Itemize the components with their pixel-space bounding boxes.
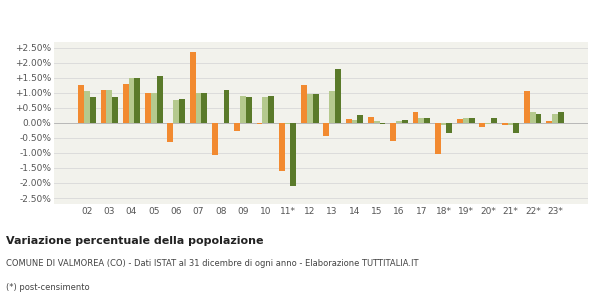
Bar xyxy=(84,92,90,123)
Bar xyxy=(202,93,207,123)
Bar xyxy=(151,93,157,123)
Bar xyxy=(547,122,552,123)
Bar xyxy=(491,118,497,123)
Bar xyxy=(463,118,469,123)
Bar xyxy=(179,99,185,123)
Bar xyxy=(435,123,440,154)
Bar xyxy=(268,96,274,123)
Bar xyxy=(196,93,202,123)
Bar xyxy=(290,123,296,186)
Bar xyxy=(358,115,363,123)
Bar xyxy=(224,90,229,123)
Bar xyxy=(145,93,151,123)
Bar xyxy=(391,123,396,141)
Bar xyxy=(380,123,385,124)
Bar xyxy=(134,78,140,123)
Bar xyxy=(508,123,514,125)
Bar xyxy=(307,94,313,123)
Bar xyxy=(514,123,519,134)
Bar xyxy=(396,121,402,123)
Bar xyxy=(374,122,380,123)
Bar xyxy=(212,123,218,155)
Bar xyxy=(530,112,536,123)
Bar xyxy=(524,92,530,123)
Bar xyxy=(346,119,352,123)
Bar xyxy=(262,98,268,123)
Bar xyxy=(323,123,329,136)
Bar xyxy=(112,98,118,123)
Bar xyxy=(552,114,558,123)
Bar xyxy=(157,76,163,123)
Bar xyxy=(167,123,173,142)
Bar xyxy=(457,119,463,123)
Bar xyxy=(301,85,307,123)
Bar xyxy=(440,123,446,125)
Bar xyxy=(246,98,251,123)
Bar xyxy=(190,52,196,123)
Bar xyxy=(479,123,485,127)
Bar xyxy=(240,96,246,123)
Bar xyxy=(128,78,134,123)
Bar xyxy=(279,123,284,171)
Bar xyxy=(352,120,358,123)
Bar xyxy=(335,69,341,123)
Text: (*) post-censimento: (*) post-censimento xyxy=(6,284,89,292)
Bar xyxy=(234,123,240,131)
Bar xyxy=(101,90,106,123)
Bar xyxy=(106,90,112,123)
Bar xyxy=(329,92,335,123)
Text: Variazione percentuale della popolazione: Variazione percentuale della popolazione xyxy=(6,236,263,245)
Bar xyxy=(558,112,564,123)
Bar xyxy=(284,123,290,124)
Bar xyxy=(257,123,262,124)
Bar xyxy=(502,123,508,125)
Bar xyxy=(446,123,452,134)
Text: COMUNE DI VALMOREA (CO) - Dati ISTAT al 31 dicembre di ogni anno - Elaborazione : COMUNE DI VALMOREA (CO) - Dati ISTAT al … xyxy=(6,260,419,268)
Bar xyxy=(424,118,430,123)
Bar xyxy=(78,85,84,123)
Bar xyxy=(123,84,128,123)
Bar xyxy=(90,98,95,123)
Bar xyxy=(536,114,541,123)
Legend: Valmorea, Provincia di CO, Lombardia: Valmorea, Provincia di CO, Lombardia xyxy=(192,0,450,4)
Bar xyxy=(173,100,179,123)
Bar xyxy=(402,120,408,123)
Bar xyxy=(313,94,319,123)
Bar xyxy=(368,117,374,123)
Bar xyxy=(418,118,424,123)
Bar xyxy=(413,112,418,123)
Bar xyxy=(469,118,475,123)
Bar xyxy=(485,123,491,124)
